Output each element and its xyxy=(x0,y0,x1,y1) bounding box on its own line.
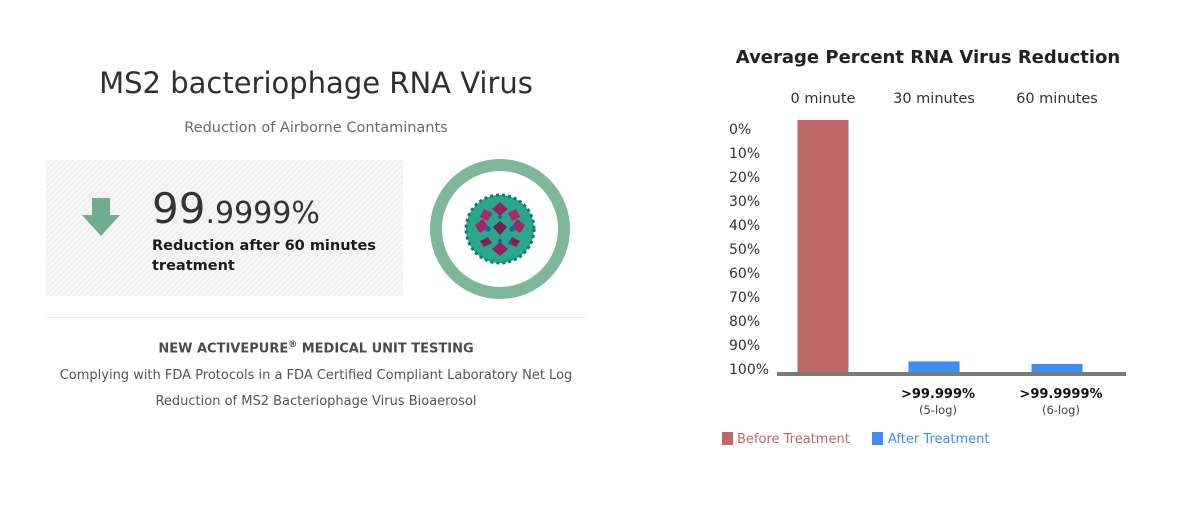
y-tick-label: 0% xyxy=(729,122,751,138)
stat-value: 99.9999% xyxy=(152,184,320,233)
registered-mark: ® xyxy=(288,340,298,350)
stat-value-whole: 99 xyxy=(152,184,206,233)
data-label-sub: (6-log) xyxy=(1042,403,1080,417)
testing-description-line-2: Reduction of MS2 Bacteriophage Virus Bio… xyxy=(155,394,477,409)
y-tick-label: 60% xyxy=(729,266,760,282)
down-arrow-icon xyxy=(82,198,120,236)
x-axis-line xyxy=(777,372,1126,376)
y-tick-label: 20% xyxy=(729,170,760,186)
y-tick-label: 40% xyxy=(729,218,760,234)
x-category-label: 0 minute xyxy=(791,91,856,107)
legend-label: Before Treatment xyxy=(737,432,850,447)
x-category-label: 30 minutes xyxy=(893,91,975,107)
testing-description-line-1: Complying with FDA Protocols in a FDA Ce… xyxy=(59,368,573,383)
virus-ring xyxy=(430,159,570,299)
testing-description: Complying with FDA Protocols in a FDA Ce… xyxy=(46,363,586,415)
y-tick-label: 80% xyxy=(729,314,760,330)
data-label-sub: (5-log) xyxy=(919,403,957,417)
data-label: >99.9999% xyxy=(1019,387,1102,402)
y-tick-label: 70% xyxy=(729,290,760,306)
testing-title: NEW ACTIVEPURE® MEDICAL UNIT TESTING xyxy=(46,340,586,356)
legend-swatch xyxy=(872,432,883,445)
stat-label: Reduction after 60 minutes treatment xyxy=(152,238,376,274)
y-tick-label: 100% xyxy=(729,362,769,378)
y-tick-label: 30% xyxy=(729,194,760,210)
testing-title-rest: MEDICAL UNIT TESTING xyxy=(297,341,474,357)
bar xyxy=(1031,364,1083,372)
bar xyxy=(908,361,960,372)
bar xyxy=(797,120,849,372)
page-title: MS2 bacteriophage RNA Virus xyxy=(99,66,533,100)
y-tick-label: 50% xyxy=(729,242,760,258)
y-tick-label: 10% xyxy=(729,146,760,162)
legend-swatch xyxy=(722,432,733,445)
divider xyxy=(46,317,586,318)
chart-title: Average Percent RNA Virus Reduction xyxy=(735,47,1121,68)
testing-title-brand: NEW ACTIVEPURE xyxy=(158,341,289,357)
data-label: >99.999% xyxy=(901,387,975,402)
page-subtitle: Reduction of Airborne Contaminants xyxy=(184,120,448,136)
stat-value-decimal: .9999% xyxy=(205,196,320,231)
legend-label: After Treatment xyxy=(888,432,990,447)
virus-icon xyxy=(464,193,536,265)
x-category-label: 60 minutes xyxy=(1016,91,1098,107)
y-tick-label: 90% xyxy=(729,338,760,354)
